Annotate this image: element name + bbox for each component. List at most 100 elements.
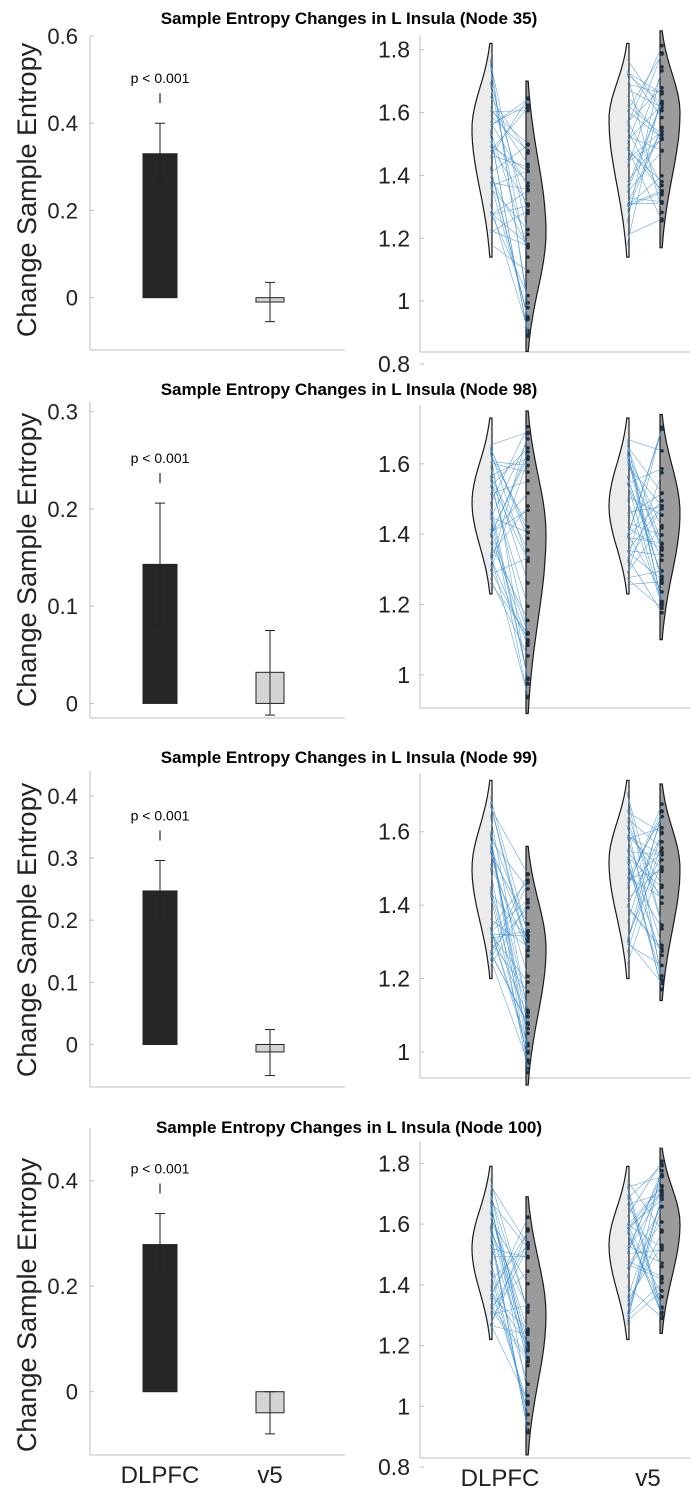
violin-pre-dlpfc bbox=[471, 1165, 493, 1341]
violin-pre-dlpfc bbox=[471, 42, 493, 258]
subject-line bbox=[626, 851, 663, 856]
subject-line bbox=[626, 856, 663, 888]
subject-line bbox=[626, 827, 663, 886]
violin-post-dlpfc bbox=[525, 845, 547, 1086]
subject-line bbox=[626, 1226, 663, 1317]
subject-line bbox=[489, 899, 529, 933]
subject-point bbox=[660, 85, 664, 90]
subject-line bbox=[626, 1206, 663, 1316]
panel-node-99: Sample Entropy Changes in L Insula (Node… bbox=[12, 748, 690, 1088]
y-tick-label: 0.4 bbox=[47, 111, 78, 136]
subject-line bbox=[626, 101, 663, 188]
subject-point bbox=[526, 1014, 530, 1019]
subject-point bbox=[526, 1269, 530, 1274]
subject-point bbox=[660, 115, 664, 120]
subject-line bbox=[626, 1161, 663, 1217]
subject-line bbox=[489, 501, 529, 679]
subject-line bbox=[489, 1262, 529, 1415]
subject-line bbox=[489, 1289, 529, 1346]
subject-line bbox=[489, 873, 529, 956]
subject-line bbox=[489, 1229, 529, 1327]
subject-point bbox=[660, 953, 664, 958]
subject-point bbox=[526, 1310, 530, 1315]
subject-point bbox=[526, 887, 530, 891]
subject-point bbox=[526, 980, 530, 984]
violin-pre-v5 bbox=[608, 779, 630, 980]
subject-point bbox=[660, 199, 664, 204]
subject-point bbox=[526, 1021, 530, 1025]
subject-line bbox=[489, 60, 529, 235]
subject-line bbox=[626, 150, 663, 193]
y-tick-label: 1.8 bbox=[378, 37, 410, 63]
subject-point bbox=[526, 255, 530, 259]
subject-line bbox=[489, 1259, 529, 1385]
subject-line bbox=[489, 918, 529, 947]
subject-point bbox=[660, 858, 664, 862]
subject-point bbox=[660, 830, 664, 835]
subject-line bbox=[626, 104, 663, 135]
subject-line bbox=[626, 506, 663, 513]
subject-point bbox=[660, 498, 664, 503]
subject-line bbox=[489, 465, 529, 584]
subject-line bbox=[626, 119, 663, 186]
subject-line bbox=[489, 839, 529, 890]
subject-point bbox=[660, 449, 664, 453]
y-tick-label: 1 bbox=[397, 662, 410, 688]
y-tick-label: 0 bbox=[66, 1032, 78, 1057]
y-tick-label: 0 bbox=[66, 286, 78, 311]
subject-point bbox=[526, 504, 530, 508]
subject-line bbox=[626, 70, 663, 118]
panel-node-98: Sample Entropy Changes in L Insula (Node… bbox=[12, 380, 690, 719]
panel-title: Sample Entropy Changes in L Insula (Node… bbox=[156, 1118, 542, 1137]
subject-line bbox=[626, 129, 663, 195]
subject-point bbox=[660, 974, 664, 978]
y-tick-label: 1.2 bbox=[378, 1333, 410, 1359]
subject-line bbox=[626, 905, 663, 949]
subject-point bbox=[526, 1281, 530, 1286]
subject-point bbox=[526, 479, 530, 483]
subject-line bbox=[626, 816, 663, 924]
subject-line bbox=[626, 1223, 663, 1249]
subject-point bbox=[526, 491, 530, 495]
subject-line bbox=[489, 926, 529, 1046]
subject-line bbox=[626, 495, 663, 516]
subject-line bbox=[626, 1176, 663, 1188]
subject-line bbox=[626, 861, 663, 956]
violin-post-dlpfc bbox=[525, 1196, 547, 1456]
subject-line bbox=[489, 484, 529, 607]
subject-line bbox=[489, 1217, 529, 1284]
subject-point bbox=[526, 1070, 530, 1075]
subject-point bbox=[526, 424, 530, 429]
subject-line bbox=[626, 1164, 663, 1326]
panel-title: Sample Entropy Changes in L Insula (Node… bbox=[161, 380, 538, 399]
subject-point bbox=[660, 108, 664, 113]
subject-point bbox=[526, 184, 530, 188]
subject-point bbox=[526, 508, 530, 513]
subject-line bbox=[626, 453, 663, 529]
subject-point bbox=[660, 590, 664, 594]
subject-point bbox=[526, 1008, 530, 1013]
subject-line bbox=[489, 170, 529, 187]
subject-line bbox=[626, 792, 663, 926]
subject-line bbox=[489, 1217, 529, 1300]
subject-line bbox=[489, 1245, 529, 1327]
subject-point bbox=[526, 643, 530, 648]
subject-line bbox=[626, 1282, 663, 1317]
subject-line bbox=[489, 447, 529, 533]
subject-line bbox=[626, 104, 663, 142]
subject-point bbox=[526, 106, 530, 110]
subject-line bbox=[489, 1205, 529, 1344]
subject-point bbox=[526, 948, 530, 952]
subject-point bbox=[526, 897, 530, 902]
subject-point bbox=[660, 1277, 664, 1281]
subject-line bbox=[489, 927, 529, 1017]
subject-point bbox=[526, 269, 530, 274]
subject-point bbox=[660, 943, 664, 948]
subject-point bbox=[526, 305, 530, 310]
subject-point bbox=[526, 681, 530, 686]
subject-line bbox=[626, 454, 663, 602]
subject-line bbox=[489, 1270, 529, 1415]
subject-point bbox=[526, 638, 530, 642]
subject-line bbox=[626, 146, 663, 192]
